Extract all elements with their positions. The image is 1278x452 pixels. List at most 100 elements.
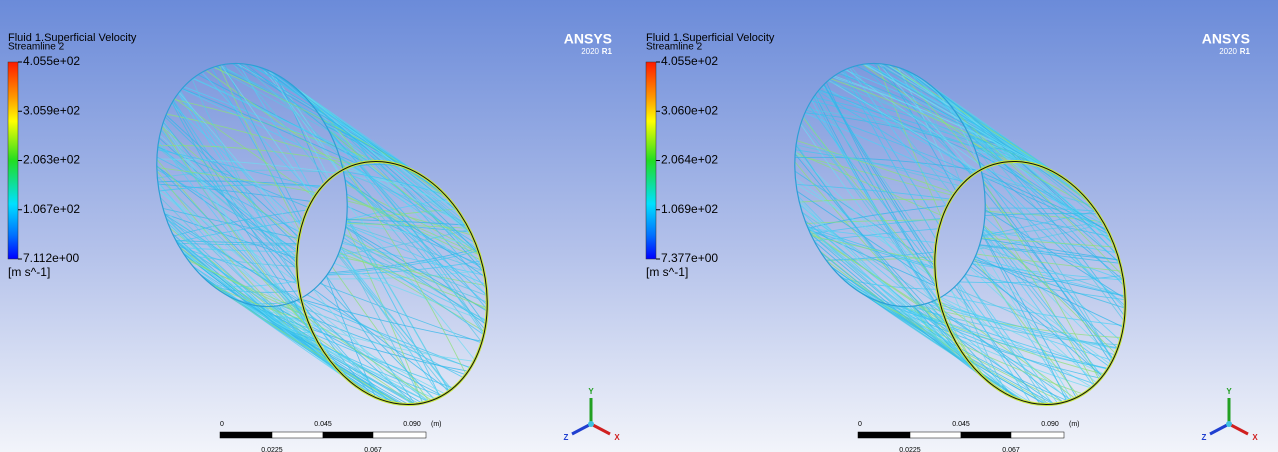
- front-rim: [934, 160, 1126, 406]
- legend-label: 2.063e+02: [23, 153, 80, 167]
- streamline: [320, 282, 435, 400]
- streamline: [343, 171, 466, 223]
- streamline: [241, 301, 469, 372]
- streamline: [808, 228, 937, 287]
- streamline: [156, 165, 307, 319]
- streamline: [339, 157, 480, 253]
- streamline: [827, 80, 1018, 163]
- streamline: [859, 291, 1084, 395]
- streamline: [346, 222, 477, 246]
- streamline: [159, 197, 330, 360]
- streamline: [339, 250, 452, 391]
- streamline: [192, 78, 370, 163]
- axis-label: Y: [588, 387, 594, 396]
- streamline: [985, 211, 1111, 238]
- streamline: [929, 84, 995, 165]
- streamline: [213, 66, 429, 181]
- streamline: [346, 215, 450, 392]
- scale-segment: [271, 431, 324, 439]
- streamline-geometry: [156, 62, 489, 407]
- streamline: [188, 260, 305, 312]
- logo-brand: ANSYS: [1202, 31, 1250, 47]
- axis-label: Z: [564, 433, 569, 442]
- streamline: [983, 229, 1117, 254]
- streamline: [191, 78, 299, 285]
- streamline: [806, 109, 976, 174]
- streamline: [982, 178, 1126, 307]
- streamline: [268, 70, 484, 268]
- streamline: [823, 84, 936, 263]
- streamline: [811, 99, 941, 304]
- streamline: [953, 287, 1116, 356]
- legend-title: Fluid 1.Superficial Velocity: [646, 32, 775, 44]
- streamline: [926, 302, 1118, 350]
- streamline: [334, 262, 487, 322]
- axis-origin: [588, 421, 594, 427]
- streamline: [979, 244, 1120, 261]
- legend-label: 3.059e+02: [23, 103, 80, 117]
- streamline: [345, 227, 487, 325]
- streamline: [976, 253, 1122, 272]
- streamline: [981, 172, 1114, 360]
- streamline: [183, 86, 367, 163]
- color-bar: [645, 61, 657, 260]
- streamline: [984, 213, 1099, 216]
- logo-year: 2020: [581, 47, 599, 56]
- streamline: [157, 149, 321, 189]
- streamline: [806, 224, 1032, 404]
- streamline: [981, 172, 1108, 231]
- streamline: [800, 123, 944, 315]
- scale-unit: (m): [431, 421, 442, 428]
- logo-release: R1: [1240, 47, 1251, 56]
- streamline: [972, 261, 1111, 365]
- streamline: [347, 200, 473, 236]
- streamline: [972, 143, 1109, 233]
- streamline: [832, 76, 1058, 175]
- streamline: [337, 256, 487, 287]
- streamline: [936, 299, 1076, 399]
- streamline: [874, 63, 1099, 215]
- streamline: [232, 63, 329, 181]
- streamline: [983, 183, 1112, 364]
- streamline: [165, 114, 300, 238]
- streamline: [981, 237, 1115, 248]
- streamline: [164, 116, 299, 247]
- streamline: [982, 233, 1077, 398]
- streamline: [247, 303, 454, 389]
- streamline: [814, 228, 939, 242]
- streamline: [813, 96, 1029, 164]
- scale-minor-label: 0.067: [364, 447, 382, 452]
- streamline: [262, 306, 313, 334]
- streamline: [808, 104, 936, 271]
- streamline: [944, 294, 1124, 326]
- streamline: [346, 196, 480, 256]
- streamline: [801, 211, 996, 388]
- streamline: [289, 302, 471, 368]
- scale-label: 0: [858, 421, 862, 428]
- streamline: [343, 171, 446, 196]
- streamline: [205, 69, 345, 170]
- legend-subtitle: Streamline 2: [8, 42, 65, 53]
- streamline: [344, 179, 486, 278]
- back-rim: [794, 62, 986, 308]
- scale-label: 0: [220, 421, 224, 428]
- axis-label: Y: [1226, 387, 1232, 396]
- scale-label: 0.090: [1041, 421, 1059, 428]
- streamline: [927, 302, 1017, 399]
- axis-z: [571, 422, 592, 436]
- legend-title: Fluid 1.Superficial Velocity: [8, 32, 137, 44]
- scale-label: 0.045: [314, 421, 332, 428]
- streamline: [156, 159, 313, 333]
- streamline: [842, 70, 937, 241]
- streamline: [331, 266, 430, 402]
- streamline: [212, 285, 436, 400]
- streamline: [908, 71, 1004, 163]
- streamline: [214, 286, 300, 293]
- streamline: [171, 103, 303, 226]
- streamline: [964, 274, 1048, 405]
- streamline: [175, 240, 315, 336]
- scale-minor-label: 0.0225: [261, 447, 283, 452]
- streamline: [174, 237, 355, 386]
- streamline: [326, 275, 416, 405]
- legend-unit: [m s^-1]: [646, 265, 688, 279]
